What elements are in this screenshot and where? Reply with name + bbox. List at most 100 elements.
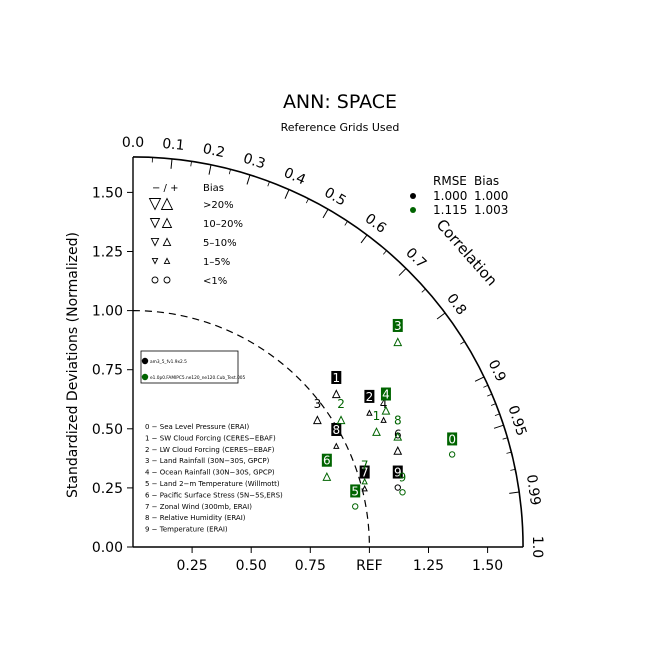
corr-tick-label: 0.4	[281, 165, 308, 189]
variable-entry: 3 − Land Rainfall (30N−30S, GPCP)	[145, 457, 270, 465]
variable-entry: 2 − LW Cloud Forcing (CERES−EBAF)	[145, 446, 275, 454]
data-point: 7	[361, 458, 369, 485]
corr-tick-label: 0.99	[523, 473, 543, 506]
point-label: 9	[399, 470, 407, 484]
point-label: 3	[314, 397, 322, 411]
series-bias: 1.000	[474, 189, 508, 203]
point-label: 9	[394, 466, 402, 480]
corr-tick	[208, 164, 212, 175]
point-label: 7	[361, 458, 369, 472]
y-tick-label: 1.25	[92, 245, 123, 261]
data-point: 0	[447, 432, 458, 458]
corr-minor-tick	[421, 288, 426, 293]
variable-entry: 1 − SW Cloud Forcing (CERES−EBAF)	[145, 434, 276, 442]
rmse-header: RMSE	[433, 174, 467, 188]
variable-list: 0 − Sea Level Pressure (ERAI) 1 − SW Clou…	[145, 423, 283, 534]
point-label-box	[364, 389, 375, 403]
corr-minor-tick	[483, 384, 489, 388]
triangle-down-icon	[148, 198, 162, 211]
corr-minor-tick	[506, 451, 512, 454]
point-label: 8	[394, 414, 402, 428]
corr-minor-tick	[460, 341, 465, 345]
variable-entry: 6 − Pacific Surface Stress (5N−5S,ERS)	[145, 491, 283, 499]
series-dot-icon	[410, 193, 416, 199]
data-point: 6	[321, 453, 332, 481]
point-marker	[312, 415, 322, 425]
y-axis-label: Standardized Deviations (Normalized)	[65, 232, 81, 498]
point-label: 6	[394, 428, 402, 442]
series-rmse: 1.115	[433, 203, 467, 217]
series-dot-icon	[410, 207, 416, 213]
corr-minor-tick	[487, 393, 493, 397]
bias-header: Bias	[474, 174, 499, 188]
data-points: 1 2 3 4 6 7 8 9 0 1 2 3 4 5 6 7 8 9	[312, 318, 458, 510]
bias-legend-header: Bias	[203, 183, 224, 194]
bias-legend-row: 10–20%	[203, 219, 243, 230]
corr-minor-tick	[502, 437, 508, 440]
series-name: e1.0p0.FAMIPC5.ne120_ne120.Cub_Test.005	[150, 375, 246, 381]
series-rmse: 1.000	[433, 189, 467, 203]
data-point: 6	[393, 428, 403, 455]
point-marker	[394, 484, 401, 491]
point-label: 7	[361, 466, 369, 480]
bias-legend-row: >20%	[203, 200, 234, 211]
corr-tick	[170, 158, 173, 169]
corr-tick-label: 0.0	[122, 135, 144, 151]
data-point: 4	[380, 397, 388, 423]
data-point: 3	[392, 318, 403, 347]
circle-icon	[151, 276, 159, 284]
point-label: 2	[337, 397, 345, 411]
correlation-label: Correlation	[433, 216, 501, 290]
point-label-box	[359, 465, 370, 479]
point-marker	[448, 451, 456, 458]
point-marker	[361, 485, 368, 492]
point-label-box	[447, 432, 458, 446]
point-label-box	[392, 318, 403, 332]
bias-legend-row: 5–10%	[203, 238, 237, 249]
triangle-up-icon	[162, 237, 172, 247]
point-marker	[393, 431, 403, 441]
x-tick-label: 0.75	[295, 558, 326, 574]
y-tick-label: 1.50	[92, 185, 123, 201]
data-point: 4	[380, 387, 391, 415]
point-label: 4	[380, 397, 388, 411]
point-label: 0	[448, 432, 456, 446]
data-point: 7	[359, 465, 370, 492]
variable-entry: 8 − Relative Humidity (ERAI)	[145, 514, 246, 522]
point-label: 8	[332, 423, 340, 437]
data-point: 9	[392, 465, 403, 491]
point-marker	[361, 477, 368, 485]
variable-entry: 5 − Land 2−m Temperature (Willmott)	[145, 480, 280, 488]
corr-tick	[436, 312, 446, 320]
data-point: 8	[393, 414, 403, 441]
point-label: 2	[366, 390, 374, 404]
corr-tick	[509, 491, 520, 494]
corr-tick-label: 0.3	[241, 151, 267, 173]
point-label-box	[380, 387, 391, 401]
corr-tick	[322, 208, 329, 219]
corr-tick	[474, 376, 485, 382]
bias-legend-row: <1%	[203, 276, 227, 287]
corr-minor-tick	[267, 181, 270, 187]
corr-minor-tick	[490, 403, 496, 406]
corr-tick	[284, 189, 290, 199]
corr-tick-label: 1.0	[529, 536, 545, 558]
x-tick-label: 1.50	[472, 558, 503, 574]
outer-arc	[132, 156, 524, 548]
point-label: 3	[394, 319, 402, 333]
variable-entry: 4 − Ocean Rainfall (30N−30S, GPCP)	[145, 469, 275, 477]
series-name: am3_5_fv1.9x2.5	[150, 359, 187, 365]
chart-subtitle: Reference Grids Used	[281, 121, 400, 134]
point-marker	[366, 409, 373, 416]
corr-minor-tick	[228, 169, 231, 175]
y-tick-label: 0.25	[92, 481, 123, 497]
point-label-box	[392, 465, 403, 479]
point-marker	[352, 503, 359, 510]
triangle-down-icon	[151, 257, 159, 265]
x-tick-label: 0.25	[177, 558, 208, 574]
point-label-box	[331, 370, 342, 384]
data-point: 9	[399, 470, 407, 496]
triangle-down-icon	[150, 237, 160, 247]
ref-label: REF	[356, 558, 383, 574]
point-label: 5	[351, 484, 359, 498]
